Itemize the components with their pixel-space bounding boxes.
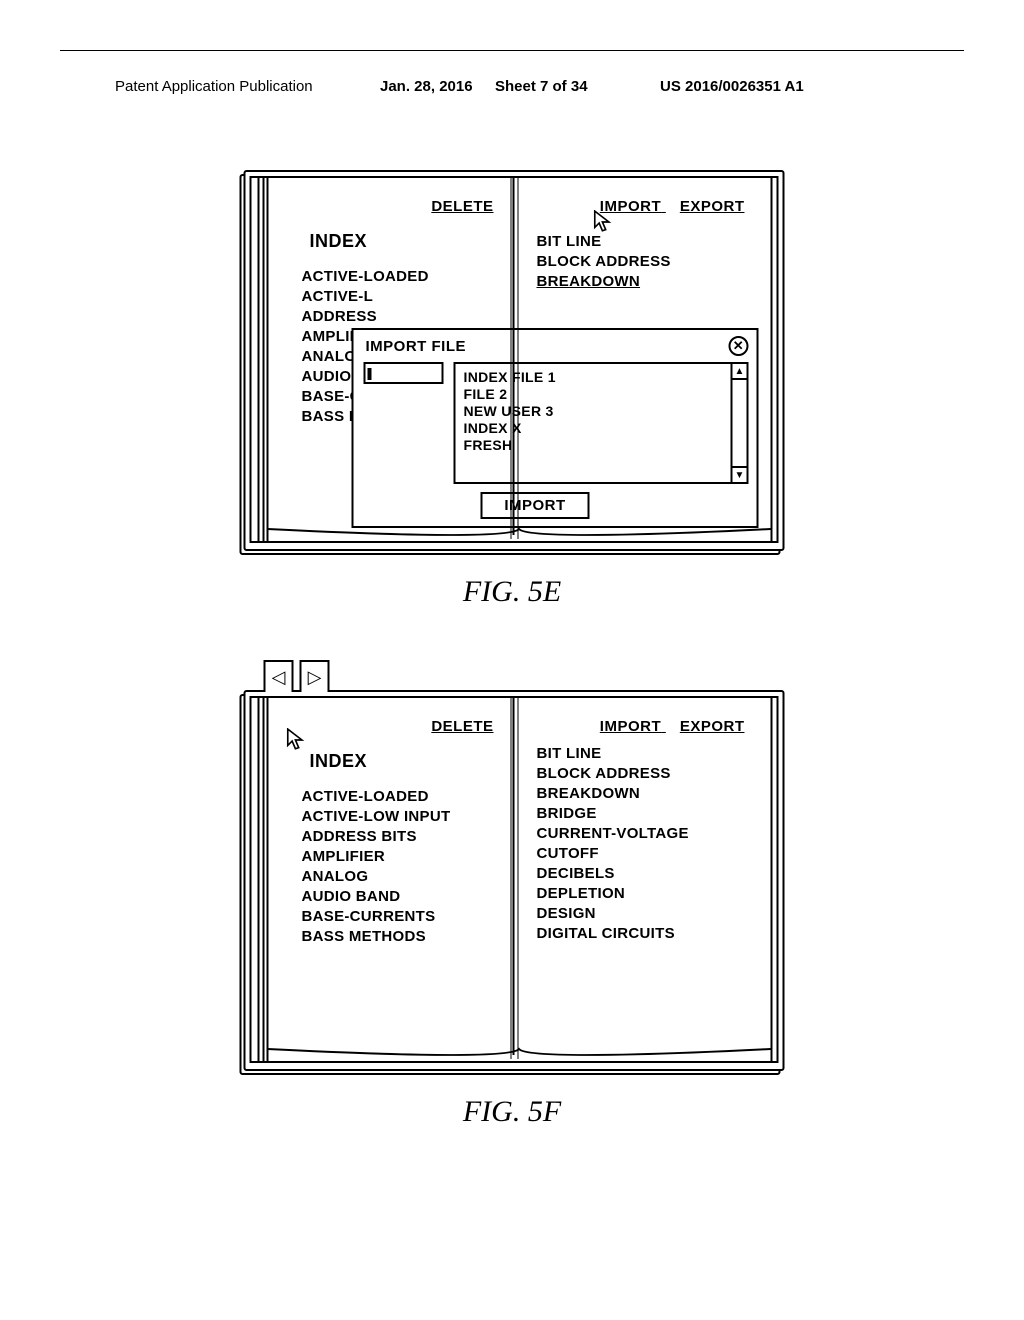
- book-right-edge: [771, 696, 773, 1063]
- book-right-edge: [771, 176, 773, 543]
- sheet-number: Sheet 7 of 34: [495, 78, 588, 95]
- export-button[interactable]: EXPORT: [680, 198, 745, 215]
- file-list[interactable]: INDEX FILE 1 FILE 2 NEW USER 3 INDEX X F…: [454, 362, 731, 484]
- list-item[interactable]: CURRENT-VOLTAGE: [537, 825, 745, 842]
- page-title: INDEX: [310, 231, 494, 252]
- list-item[interactable]: DESIGN: [537, 905, 745, 922]
- export-button[interactable]: EXPORT: [680, 718, 745, 735]
- book-pages: DELETE INDEX ACTIVE-LOADED ACTIVE-LOW IN…: [250, 696, 779, 1063]
- prev-tab[interactable]: ◁: [264, 660, 294, 692]
- cursor-icon: [286, 728, 308, 757]
- book-left-edge: [258, 176, 268, 543]
- list-item[interactable]: AUDIO BAND: [302, 888, 494, 905]
- import-dialog: IMPORT FILE ✕ INDEX FILE 1 FILE 2 NEW US…: [352, 328, 759, 528]
- list-item[interactable]: BASS METHODS: [302, 928, 494, 945]
- next-tab[interactable]: ▷: [300, 660, 330, 692]
- publication-date: Jan. 28, 2016: [380, 78, 473, 95]
- book-outline: DELETE INDEX ACTIVE-LOADED ACTIVE-L ADDR…: [240, 170, 785, 555]
- close-icon[interactable]: ✕: [729, 336, 749, 356]
- list-item[interactable]: DEPLETION: [537, 885, 745, 902]
- list-item[interactable]: ADDRESS BITS: [302, 828, 494, 845]
- book-outline: ◁▷ DELETE INDEX ACTIVE-LOADED ACTIVE-LOW…: [240, 690, 785, 1075]
- list-item[interactable]: BLOCK ADDRESS: [537, 253, 745, 270]
- book-center-spine: [512, 176, 514, 535]
- delete-button[interactable]: DELETE: [431, 198, 493, 215]
- scroll-up-icon[interactable]: ▲: [733, 364, 747, 380]
- list-item[interactable]: CUTOFF: [537, 845, 745, 862]
- chevron-right-icon: ▷: [308, 668, 322, 686]
- list-item[interactable]: BREAKDOWN: [537, 273, 745, 290]
- list-item[interactable]: ACTIVE-L: [302, 288, 494, 305]
- page-title: INDEX: [310, 751, 494, 772]
- delete-button[interactable]: DELETE: [431, 718, 493, 735]
- dialog-import-button[interactable]: IMPORT: [480, 492, 589, 519]
- file-option[interactable]: INDEX FILE 1: [464, 369, 723, 385]
- figure-5f: ◁▷ DELETE INDEX ACTIVE-LOADED ACTIVE-LOW…: [240, 690, 785, 1129]
- left-page: DELETE INDEX ACTIVE-LOADED ACTIVE-LOW IN…: [290, 710, 504, 1037]
- header-rule: [60, 50, 964, 51]
- publication-label: Patent Application Publication: [115, 78, 313, 95]
- list-item[interactable]: ACTIVE-LOADED: [302, 788, 494, 805]
- list-item[interactable]: BREAKDOWN: [537, 785, 745, 802]
- list-item[interactable]: BASE-CURRENTS: [302, 908, 494, 925]
- list-item[interactable]: DIGITAL CIRCUITS: [537, 925, 745, 942]
- file-option[interactable]: FRESH: [464, 437, 723, 453]
- list-item[interactable]: ANALOG: [302, 868, 494, 885]
- scroll-down-icon[interactable]: ▼: [733, 466, 747, 482]
- list-item[interactable]: AMPLIFIER: [302, 848, 494, 865]
- file-option[interactable]: NEW USER 3: [464, 403, 723, 419]
- dialog-title: IMPORT FILE: [366, 338, 467, 355]
- book-center-spine: [512, 696, 514, 1055]
- file-option[interactable]: INDEX X: [464, 420, 723, 436]
- file-path-input[interactable]: [364, 362, 444, 384]
- index-list-left: ACTIVE-LOADED ACTIVE-LOW INPUT ADDRESS B…: [300, 788, 494, 945]
- figure-caption: FIG. 5F: [240, 1095, 785, 1129]
- book-left-edge: [258, 696, 268, 1063]
- list-item[interactable]: ADDRESS: [302, 308, 494, 325]
- index-list-right: BIT LINE BLOCK ADDRESS BREAKDOWN: [535, 233, 745, 290]
- publication-number: US 2016/0026351 A1: [660, 78, 804, 95]
- list-item[interactable]: BLOCK ADDRESS: [537, 765, 745, 782]
- book-bottom-curve: [268, 1047, 771, 1057]
- nav-tabs: ◁▷: [264, 656, 338, 692]
- list-item[interactable]: BIT LINE: [537, 745, 745, 762]
- book-pages: DELETE INDEX ACTIVE-LOADED ACTIVE-L ADDR…: [250, 176, 779, 543]
- figure-caption: FIG. 5E: [240, 575, 785, 609]
- list-item[interactable]: ACTIVE-LOW INPUT: [302, 808, 494, 825]
- list-item[interactable]: BIT LINE: [537, 233, 745, 250]
- list-item[interactable]: BRIDGE: [537, 805, 745, 822]
- figure-5e: DELETE INDEX ACTIVE-LOADED ACTIVE-L ADDR…: [240, 170, 785, 609]
- list-item[interactable]: DECIBELS: [537, 865, 745, 882]
- chevron-left-icon: ◁: [272, 668, 286, 686]
- book-bottom-curve: [268, 527, 771, 537]
- file-option[interactable]: FILE 2: [464, 386, 723, 402]
- list-item[interactable]: ACTIVE-LOADED: [302, 268, 494, 285]
- import-button[interactable]: IMPORT: [600, 718, 661, 735]
- cursor-icon: [593, 210, 615, 239]
- index-list-right: BIT LINE BLOCK ADDRESS BREAKDOWN BRIDGE …: [535, 745, 745, 942]
- right-page: IMPORT EXPORT BIT LINE BLOCK ADDRESS BRE…: [525, 710, 755, 1037]
- scrollbar[interactable]: ▲ ▼: [731, 362, 749, 484]
